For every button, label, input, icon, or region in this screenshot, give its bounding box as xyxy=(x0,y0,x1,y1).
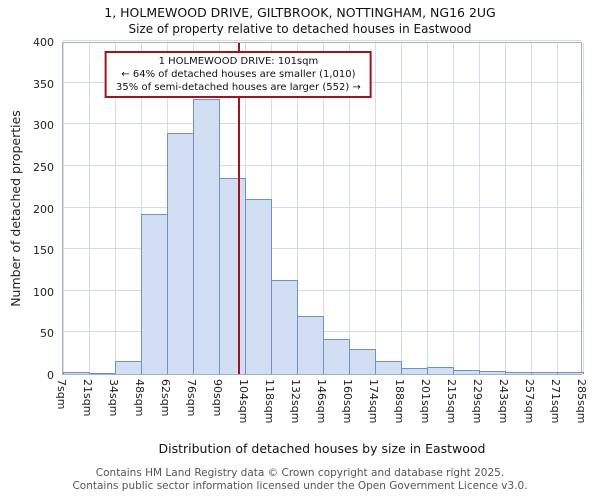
gridline xyxy=(557,43,558,374)
x-tick-label: 48sqm xyxy=(133,379,146,417)
bars-layer xyxy=(63,43,584,374)
x-tick-label: 257sqm xyxy=(523,379,536,424)
y-tick-label: 150 xyxy=(33,244,54,258)
x-tick-label: 7sqm xyxy=(55,379,68,410)
y-tick-label: 250 xyxy=(33,160,54,174)
y-tick-label: 0 xyxy=(47,369,54,382)
gridline xyxy=(349,43,350,374)
marker-line xyxy=(238,43,241,374)
y-tick-label: 400 xyxy=(33,36,54,49)
bar xyxy=(505,372,532,374)
bar xyxy=(141,214,168,374)
y-tick-label: 200 xyxy=(33,202,54,216)
annotation-line2: ← 64% of detached houses are smaller (1,… xyxy=(121,69,356,80)
bar xyxy=(453,369,480,374)
x-tick-label: 21sqm xyxy=(81,379,94,417)
gridline xyxy=(141,43,142,374)
gridline xyxy=(63,40,581,41)
gridline xyxy=(63,206,581,208)
x-tick-label: 285sqm xyxy=(575,379,588,424)
x-tick-label: 90sqm xyxy=(211,379,224,417)
x-tick-label: 146sqm xyxy=(315,379,328,424)
bar xyxy=(115,360,142,374)
x-tick-label: 132sqm xyxy=(289,379,302,424)
x-tick-label: 104sqm xyxy=(237,379,250,424)
y-tick-label: 100 xyxy=(33,285,54,299)
gridline xyxy=(427,43,428,374)
x-tick-label: 76sqm xyxy=(185,379,198,417)
footer: Contains HM Land Registry data © Crown c… xyxy=(0,467,600,494)
x-tick-label: 160sqm xyxy=(341,379,354,424)
gridline xyxy=(479,43,480,374)
bar xyxy=(297,315,324,374)
gridline xyxy=(375,43,376,374)
gridline xyxy=(89,43,90,374)
x-tick-label: 271sqm xyxy=(549,379,562,424)
bar xyxy=(427,367,454,374)
gridline xyxy=(297,43,298,374)
gridline xyxy=(63,248,581,250)
gridline xyxy=(63,43,64,374)
annotation-line1: 1 HOLMEWOOD DRIVE: 101sqm xyxy=(158,56,319,67)
gridline xyxy=(583,43,584,374)
bar xyxy=(557,371,584,374)
x-tick-label: 215sqm xyxy=(445,379,458,424)
bar xyxy=(531,372,558,374)
gridline xyxy=(531,43,532,374)
x-tick-label: 62sqm xyxy=(159,379,172,417)
bar xyxy=(271,279,298,374)
bar xyxy=(401,368,428,374)
x-tick-label: 201sqm xyxy=(419,379,432,424)
bar xyxy=(167,132,194,374)
y-tick-label: 300 xyxy=(33,119,54,133)
y-tick-label: 50 xyxy=(40,327,54,341)
gridline xyxy=(505,43,506,374)
bar xyxy=(219,178,246,374)
y-tick-label: 350 xyxy=(33,77,54,91)
footer-line2: Contains public sector information licen… xyxy=(72,480,528,493)
chart-subtitle: Size of property relative to detached ho… xyxy=(128,22,472,36)
bar xyxy=(375,360,402,374)
bar xyxy=(193,99,220,374)
x-tick-label: 174sqm xyxy=(367,379,380,424)
x-tick-label: 34sqm xyxy=(107,379,120,417)
bar xyxy=(323,339,350,374)
gridline xyxy=(323,43,324,374)
bar xyxy=(479,370,506,374)
gridline xyxy=(115,43,116,374)
x-axis-title: Distribution of detached houses by size … xyxy=(158,441,486,456)
bar xyxy=(245,199,272,374)
gridline xyxy=(63,289,581,291)
gridline xyxy=(453,43,454,374)
x-tick-label: 229sqm xyxy=(471,379,484,424)
footer-line1: Contains HM Land Registry data © Crown c… xyxy=(95,467,505,479)
bar xyxy=(349,349,376,374)
x-tick-label: 243sqm xyxy=(497,379,510,424)
gridline xyxy=(63,164,581,166)
bar xyxy=(63,372,90,374)
x-tick-label: 188sqm xyxy=(393,379,406,424)
gridline xyxy=(63,123,581,125)
x-tick-label: 118sqm xyxy=(263,379,276,424)
bar xyxy=(89,373,116,374)
annotation-box: 1 HOLMEWOOD DRIVE: 101sqm ← 64% of detac… xyxy=(105,51,372,98)
gridline xyxy=(401,43,402,374)
chart-title: 1, HOLMEWOOD DRIVE, GILTBROOK, NOTTINGHA… xyxy=(104,5,496,20)
annotation-line3: 35% of semi-detached houses are larger (… xyxy=(116,82,361,93)
